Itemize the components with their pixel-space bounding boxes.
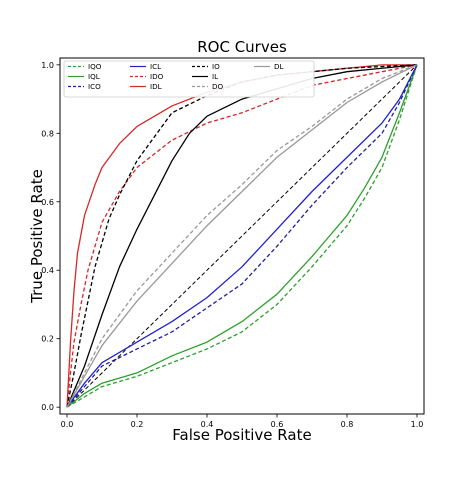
x-axis-title: False Positive Rate xyxy=(172,426,311,444)
x-tick-label: 0.6 xyxy=(271,420,284,429)
x-tick-label: 0.0 xyxy=(61,420,74,429)
x-tick-label: 0.2 xyxy=(131,420,144,429)
chart-title: ROC Curves xyxy=(197,38,287,56)
series-line-do xyxy=(66,64,418,408)
legend-label-do: DO xyxy=(212,82,224,91)
x-tick-label: 1.0 xyxy=(411,420,424,429)
y-tick-label: 0.6 xyxy=(41,198,54,207)
legend-label-il: IL xyxy=(212,72,218,81)
y-tick-label: 1.0 xyxy=(41,61,54,70)
chance-diagonal xyxy=(66,64,418,408)
x-tick-label: 0.4 xyxy=(201,420,214,429)
series-layer xyxy=(66,64,418,408)
x-axis-ticks: 0.0 0.2 0.4 0.6 0.8 1.0 xyxy=(61,414,424,429)
y-tick-label: 0.0 xyxy=(41,403,54,412)
series-line-ido xyxy=(66,64,418,408)
series-line-icl xyxy=(66,64,418,408)
plot-frame xyxy=(59,57,425,415)
legend-label-iql: IQL xyxy=(88,72,100,81)
series-line-dl xyxy=(66,64,418,408)
legend-frame xyxy=(63,60,315,98)
x-tick-label: 0.8 xyxy=(341,420,354,429)
y-tick-label: 0.2 xyxy=(41,335,54,344)
legend-label-icl: ICL xyxy=(150,62,161,71)
legend-label-io: IO xyxy=(212,62,220,71)
y-axis-title: True Positive Rate xyxy=(28,169,46,304)
series-line-iql xyxy=(66,64,418,408)
y-tick-label: 0.4 xyxy=(41,266,54,275)
legend-label-idl: IDL xyxy=(150,82,162,91)
y-axis-ticks: 0.0 0.2 0.4 0.6 0.8 1.0 xyxy=(41,61,60,412)
legend-label-ido: IDO xyxy=(150,72,164,81)
series-line-ico xyxy=(66,64,418,408)
legend-label-ico: ICO xyxy=(88,82,101,91)
series-line-iqo xyxy=(66,64,418,408)
y-tick-label: 0.8 xyxy=(41,129,54,138)
legend-label-dl: DL xyxy=(274,62,284,71)
series-line-il xyxy=(66,64,418,408)
legend-label-iqo: IQO xyxy=(88,62,102,71)
